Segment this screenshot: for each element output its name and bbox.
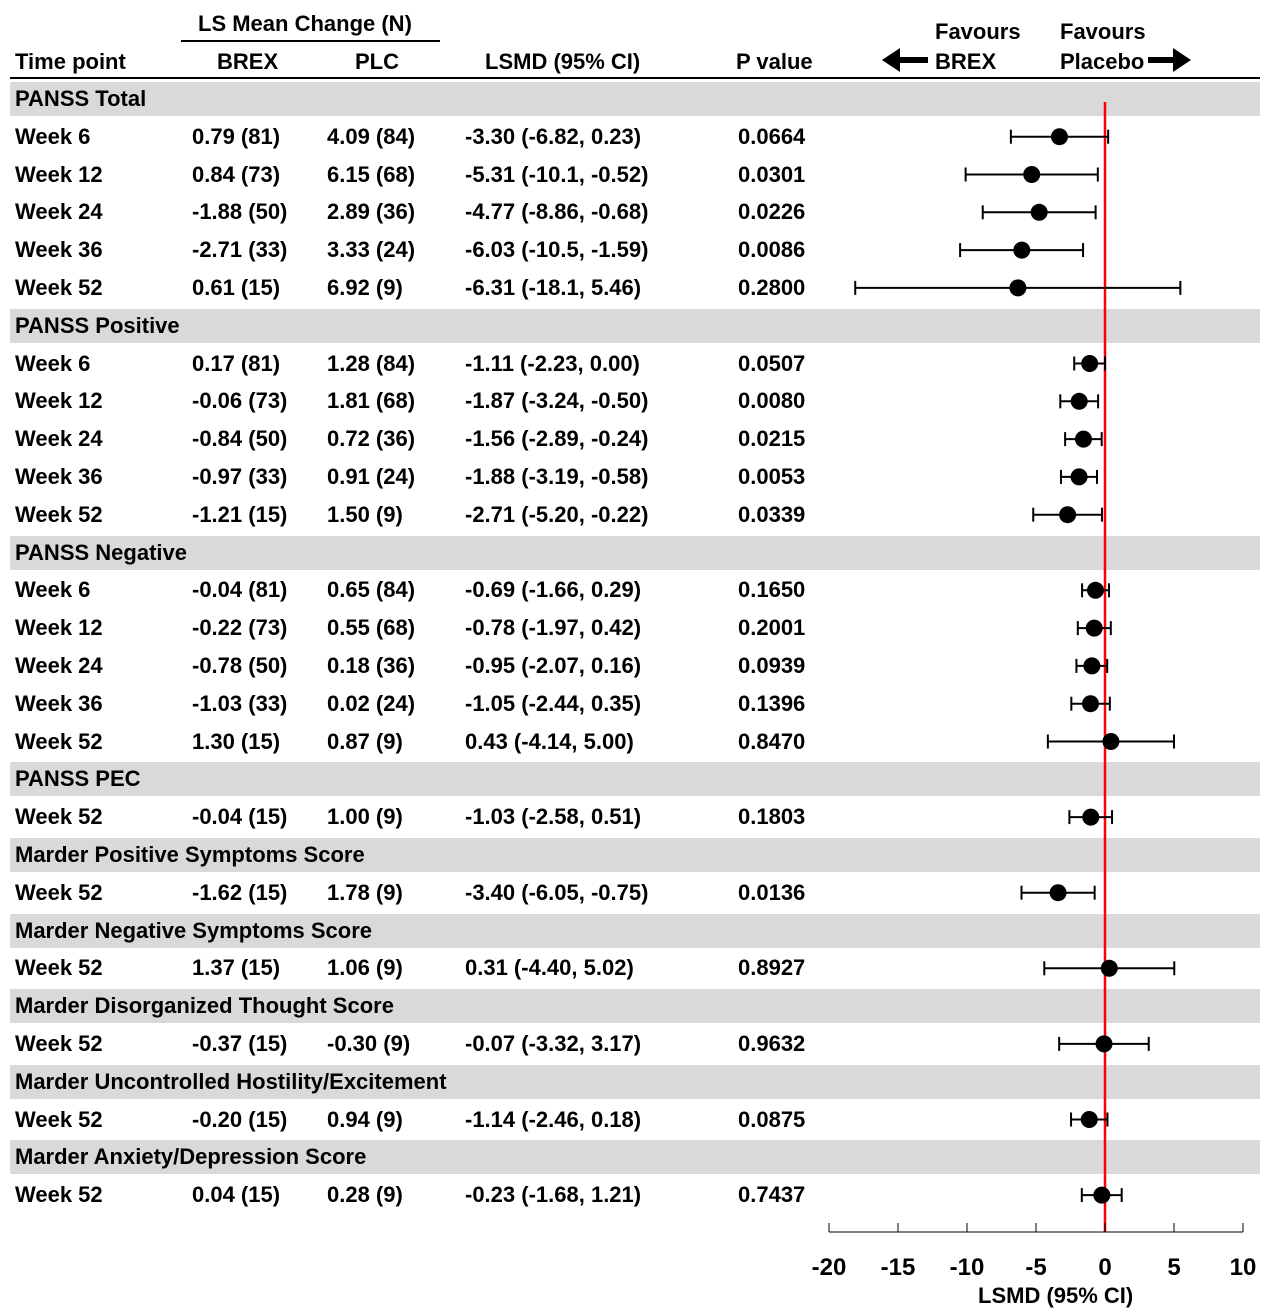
point-estimate	[1075, 431, 1092, 448]
point-estimate	[1051, 128, 1068, 145]
x-tick-label: 5	[1167, 1254, 1180, 1281]
x-tick-label: -5	[1025, 1254, 1046, 1281]
point-estimate	[1093, 1187, 1110, 1204]
x-tick-label: -10	[950, 1254, 985, 1281]
point-estimate	[1101, 960, 1118, 977]
point-estimate	[1009, 279, 1026, 296]
point-estimate	[1102, 733, 1119, 750]
point-estimate	[1096, 1035, 1113, 1052]
point-estimate	[1082, 695, 1099, 712]
point-estimate	[1013, 242, 1030, 259]
point-estimate	[1071, 393, 1088, 410]
x-tick-label: 0	[1098, 1254, 1111, 1281]
x-axis-label: LSMD (95% CI)	[978, 1284, 1133, 1308]
x-tick-label: -15	[881, 1254, 916, 1281]
point-estimate	[1071, 468, 1088, 485]
point-estimate	[1081, 1111, 1098, 1128]
point-estimate	[1082, 809, 1099, 826]
x-tick-label: -20	[812, 1254, 847, 1281]
point-estimate	[1083, 657, 1100, 674]
x-tick-label: 10	[1230, 1254, 1257, 1281]
point-estimate	[1087, 582, 1104, 599]
point-estimate	[1081, 355, 1098, 372]
point-estimate	[1031, 204, 1048, 221]
point-estimate	[1086, 620, 1103, 637]
point-estimate	[1023, 166, 1040, 183]
point-estimate	[1059, 506, 1076, 523]
point-estimate	[1050, 884, 1067, 901]
